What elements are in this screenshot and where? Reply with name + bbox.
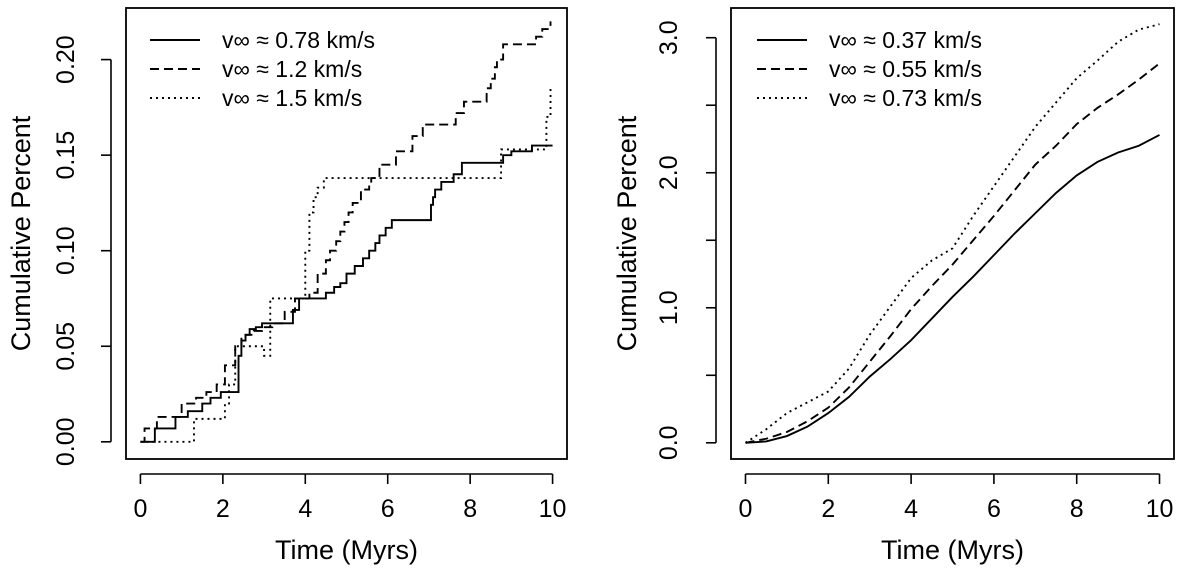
series-line-dashed [140, 21, 552, 443]
x-axis-label: Time (Myrs) [881, 535, 1024, 565]
y-tick-label: 3.0 [655, 20, 683, 55]
left-panel: 0 2 4 6 8 10 Time (Myrs) 0.00 0.05 0.10 0.15 0.20 Cu… [6, 7, 568, 565]
y-tick-label: 1.0 [655, 290, 683, 325]
x-tick-label: 8 [1070, 495, 1084, 523]
x-tick-label: 0 [739, 495, 753, 523]
x-tick-label: 6 [381, 495, 395, 523]
plot-frame [730, 7, 1175, 460]
y-tick-label: 0.10 [52, 226, 80, 275]
legend-label: v∞ ≈ 0.55 km/s [829, 56, 982, 82]
y-tick-label: 2.0 [655, 155, 683, 190]
right-panel: 0 2 4 6 8 10 Time (Myrs) 0.0 1.0 2.0 3.0 Cumulative… [612, 7, 1175, 565]
legend-label: v∞ ≈ 0.78 km/s [222, 27, 375, 53]
x-tick-label: 6 [987, 495, 1001, 523]
y-tick-label: 0.20 [52, 35, 80, 84]
y-axis-label: Cumulative Percent [612, 115, 642, 351]
x-tick-label: 10 [539, 495, 567, 523]
series-line-solid [140, 144, 553, 443]
x-tick-label: 4 [904, 495, 918, 523]
x-tick-label: 0 [133, 495, 147, 523]
legend-label: v∞ ≈ 0.73 km/s [829, 85, 982, 111]
x-tick-label: 2 [821, 495, 835, 523]
y-tick-label: 0.15 [52, 131, 80, 180]
y-tick-label: 0.00 [52, 417, 80, 466]
x-tick-label: 10 [1146, 495, 1174, 523]
x-axis-label: Time (Myrs) [275, 535, 418, 565]
series-line-dashed [745, 62, 1161, 444]
legend-label: v∞ ≈ 1.2 km/s [222, 56, 362, 82]
series-line-dotted [140, 87, 553, 443]
series-line-dotted [744, 23, 1160, 444]
plot-frame [125, 7, 568, 460]
legend-label: v∞ ≈ 0.37 km/s [829, 27, 982, 53]
series-line-solid [745, 134, 1160, 444]
x-tick-label: 8 [463, 495, 477, 523]
y-axis-label: Cumulative Percent [6, 115, 36, 351]
legend-label: v∞ ≈ 1.5 km/s [222, 85, 362, 111]
x-tick-label: 4 [298, 495, 312, 523]
x-tick-label: 2 [216, 495, 230, 523]
y-tick-label: 0.0 [655, 425, 683, 460]
y-tick-label: 0.05 [52, 322, 80, 371]
